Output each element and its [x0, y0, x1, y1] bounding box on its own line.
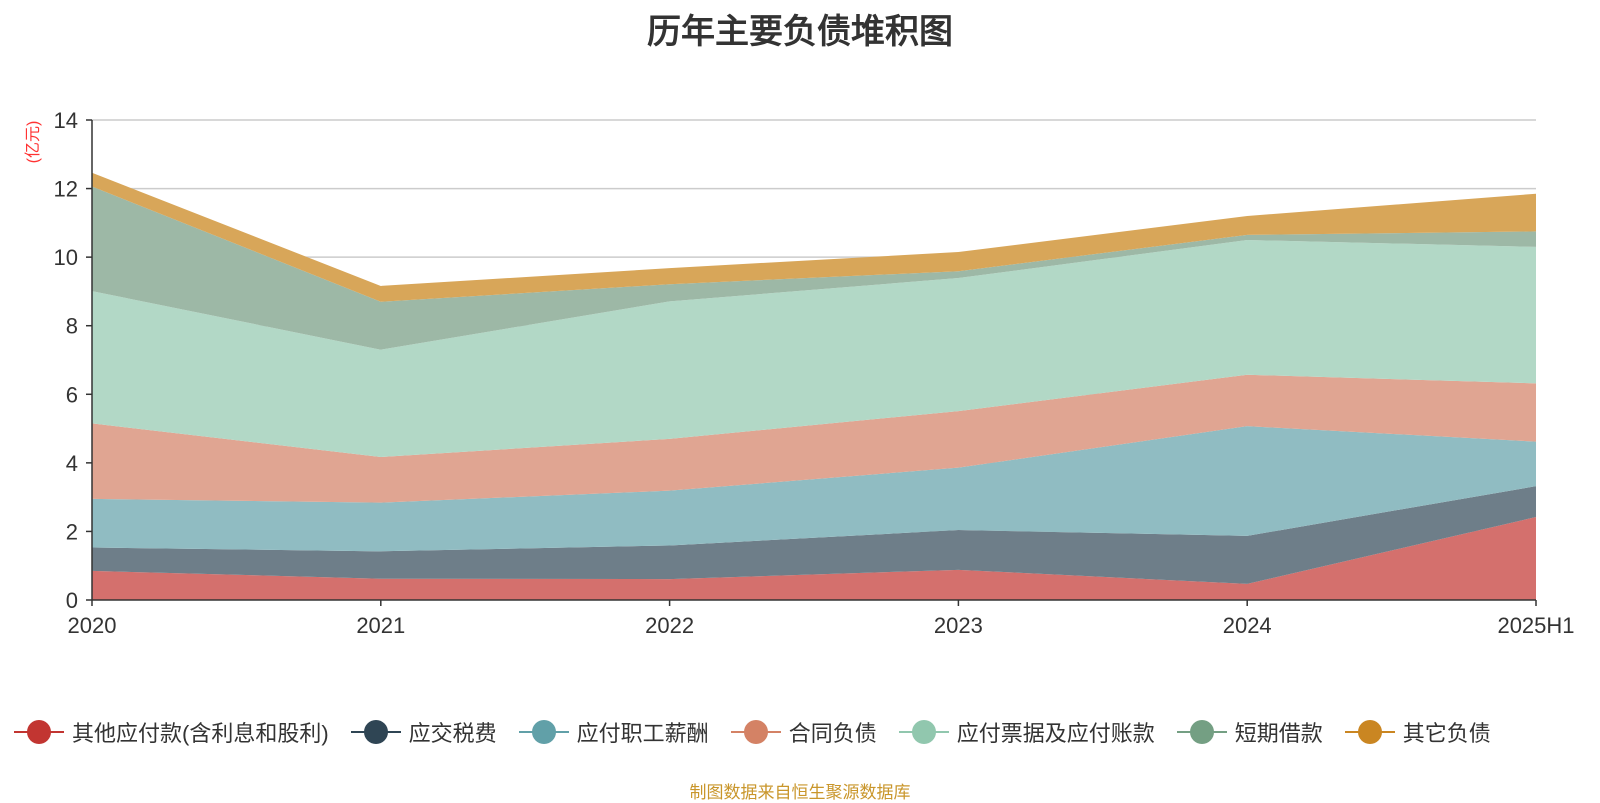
- legend-label: 应交税费: [408, 721, 497, 746]
- y-tick-label: 6: [66, 382, 78, 407]
- legend-item[interactable]: 应交税费: [350, 716, 497, 748]
- legend-marker-icon: [350, 720, 401, 744]
- y-tick-label: 2: [66, 519, 78, 544]
- x-tick-label: 2024: [1223, 613, 1272, 638]
- legend-marker-icon: [1176, 720, 1227, 744]
- area-series-4: [92, 240, 1536, 458]
- legend-dot: [27, 720, 51, 744]
- y-tick-label: 12: [54, 177, 78, 202]
- legend-label: 其它负债: [1402, 721, 1491, 746]
- x-tick-label: 2020: [68, 613, 117, 638]
- y-tick-label: 14: [54, 108, 78, 133]
- x-tick-label: 2023: [934, 613, 983, 638]
- legend-item[interactable]: 其他应付款(含利息和股利): [14, 716, 329, 748]
- legend-dot: [911, 720, 936, 744]
- legend-marker-icon: [14, 720, 64, 744]
- area-series-2: [92, 426, 1536, 552]
- legend-marker-icon: [898, 720, 949, 744]
- area-series-6: [92, 172, 1536, 302]
- legend-dot: [1357, 720, 1382, 744]
- legend-marker-icon: [1344, 720, 1395, 744]
- area-series-3: [92, 374, 1536, 503]
- x-tick-label: 2025H1: [1497, 613, 1574, 638]
- x-tick-label: 2022: [645, 613, 694, 638]
- legend-item[interactable]: 合同负债: [730, 716, 877, 748]
- legend-marker-icon: [518, 720, 569, 744]
- y-tick-label: 10: [54, 245, 78, 270]
- y-tick-label: 8: [66, 314, 78, 339]
- area-series-5: [92, 186, 1536, 350]
- legend-item[interactable]: 短期借款: [1176, 716, 1323, 748]
- area-series: [92, 172, 1536, 600]
- axes: 0 2 4 6 8 10 12 14 2020 2021 2022 2023 2024 2025H1: [54, 108, 1575, 638]
- legend-item[interactable]: 应付职工薪酬: [518, 716, 709, 748]
- x-tick-label: 2021: [356, 613, 405, 638]
- area-series-1: [92, 486, 1536, 584]
- legend-label: 应付职工薪酬: [576, 721, 709, 746]
- legend-label: 短期借款: [1234, 721, 1323, 746]
- legend-marker-icon: [730, 720, 781, 744]
- data-source-note: 制图数据来自恒生聚源数据库: [689, 783, 911, 802]
- legend-label: 应付票据及应付账款: [956, 721, 1155, 746]
- legend-label: 合同负债: [788, 721, 877, 746]
- y-tick-label: 0: [66, 588, 78, 613]
- legend-dot: [363, 720, 388, 744]
- legend-item[interactable]: 应付票据及应付账款: [898, 716, 1155, 748]
- legend-dot: [743, 720, 768, 744]
- legend-dot: [531, 720, 556, 744]
- chart-title: 历年主要负债堆积图: [647, 13, 953, 51]
- y-tick-label: 4: [66, 451, 78, 476]
- area-series-0: [92, 517, 1536, 600]
- legend-item[interactable]: 其它负债: [1344, 716, 1491, 748]
- legend-dot: [1189, 720, 1214, 744]
- y-axis-unit-label: (亿元): [24, 121, 42, 164]
- legend-label: 其他应付款(含利息和股利): [72, 721, 329, 746]
- legend: 其他应付款(含利息和股利) 应交税费 应付职工薪酬 合同负债 应付票据及应付账款 短期借款…: [14, 716, 1594, 748]
